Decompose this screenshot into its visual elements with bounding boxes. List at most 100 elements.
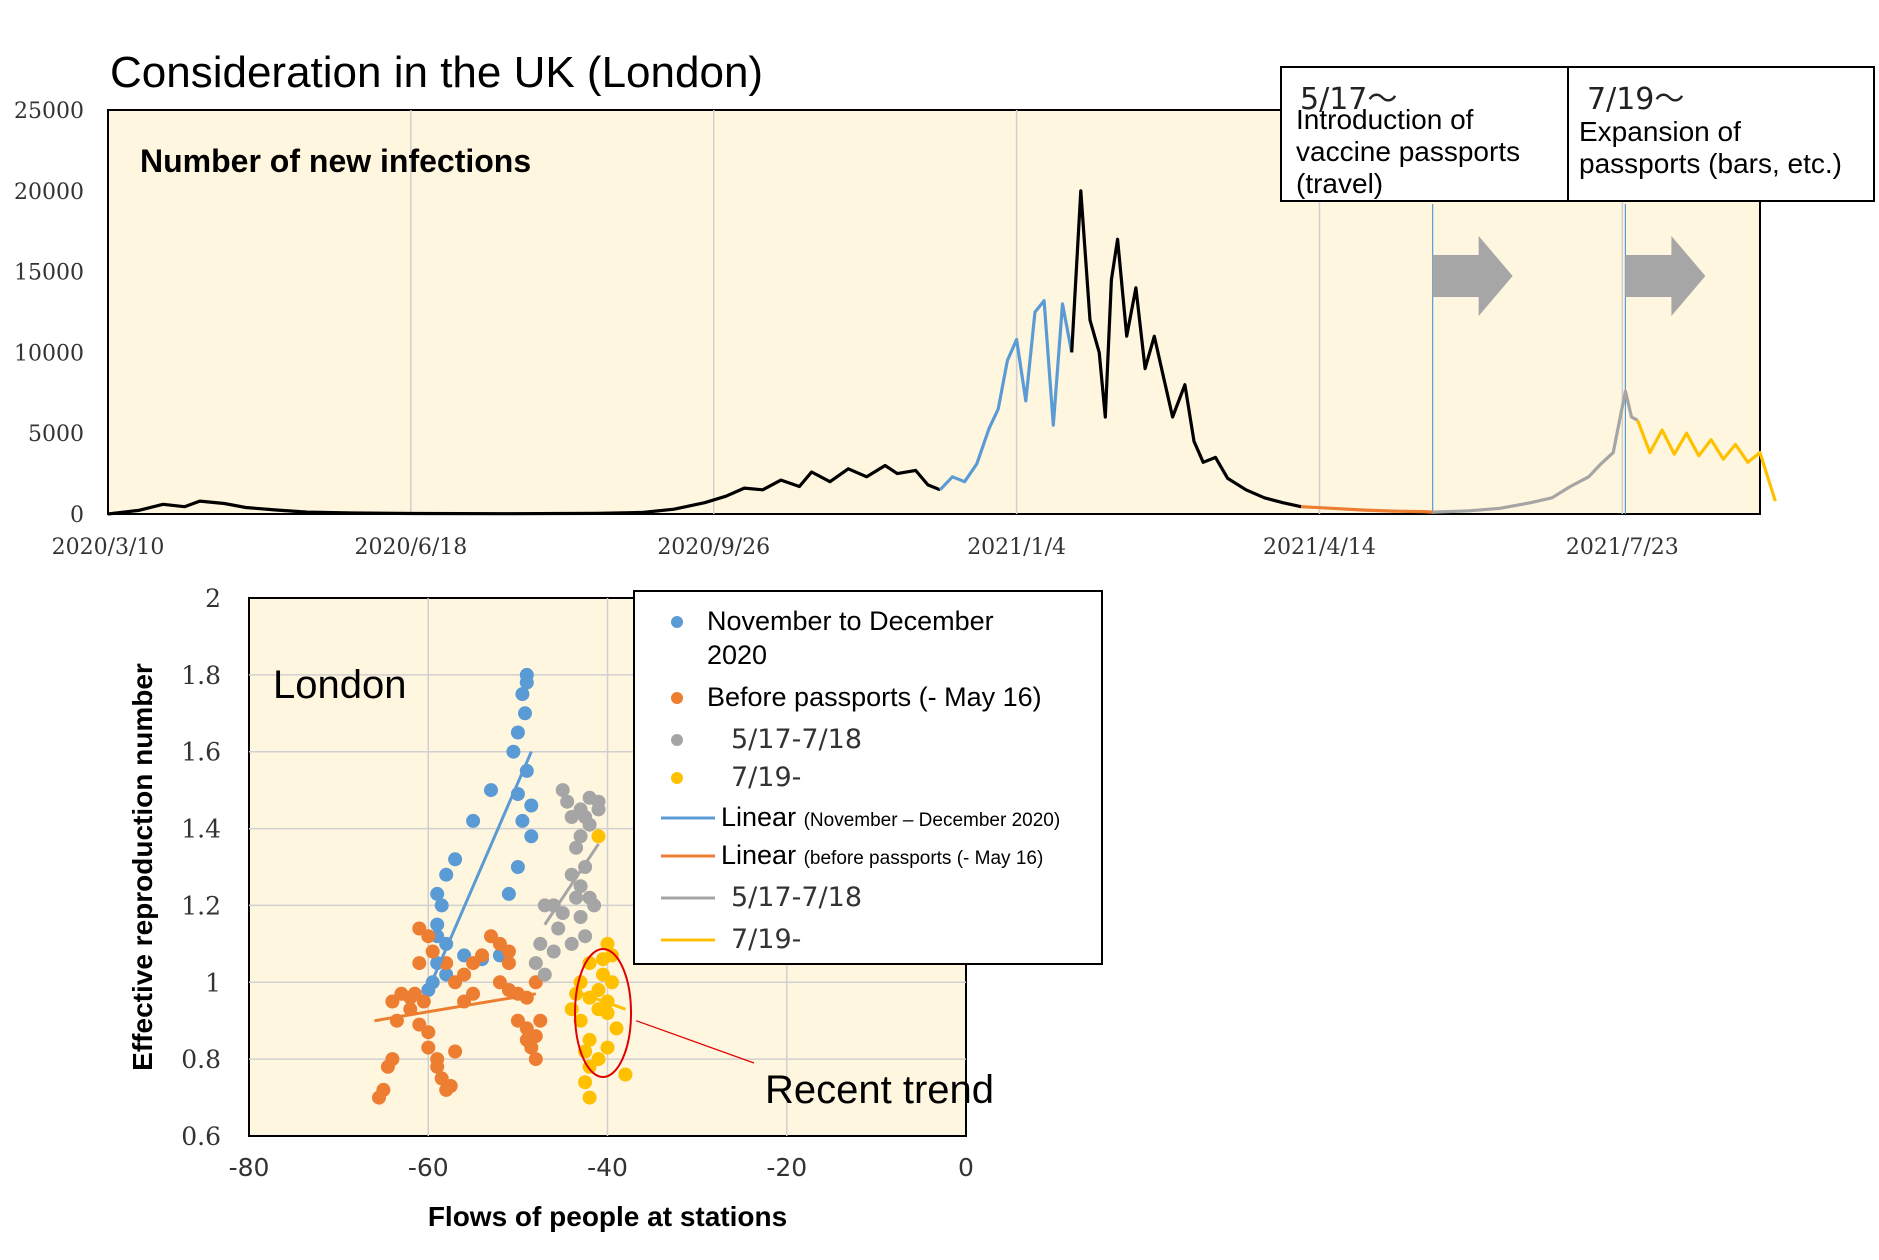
data-point [457,967,472,982]
data-point [510,725,525,740]
data-point [573,910,588,924]
arrow-shape [1432,236,1513,316]
legend-label-main: Linear [721,802,797,832]
legend-item: 7/19- [635,922,1101,958]
data-point [492,936,507,951]
legend-label: Linear (before passports (- May 16) [721,840,1043,871]
series-line [1070,189,1302,509]
data-point [518,706,532,721]
data-point [591,829,606,844]
legend-label-detail: (November – December 2020) [803,810,1061,831]
annotation-line: vaccine passports [1296,136,1521,167]
legend-item: 5/17-7/18 [635,722,1101,758]
x-tick-label: -80 [229,1153,270,1182]
data-point [569,890,584,905]
arrow-shape [1625,236,1706,316]
region-label: London [273,663,406,707]
y-tick-label: 1.6 [181,738,221,767]
annotation-line: (travel) [1296,168,1384,199]
data-point [430,1059,445,1074]
x-tick-label: 2021/1/4 [967,535,1066,560]
data-point [596,952,610,967]
x-tick-label: 0 [958,1153,974,1182]
chart-title: Number of new infections [140,143,531,179]
data-point [600,936,615,951]
data-point [528,1052,543,1067]
data-point [528,956,543,971]
y-tick-label: 2 [205,584,221,613]
legend-label: November to December [707,606,994,636]
data-point [519,990,534,1005]
legend-line [661,816,715,820]
data-point [475,948,489,963]
x-tick-label: -40 [587,1153,628,1182]
data-point [372,1090,386,1105]
data-point [555,783,570,798]
data-point [537,898,552,913]
data-point [578,929,593,944]
data-point [551,921,566,936]
legend-marker [671,734,683,746]
series-line [107,463,941,516]
data-point [407,986,422,1001]
data-point [582,956,597,971]
data-point [412,1017,427,1032]
y-axis-label: Effective reproduction number [127,663,158,1071]
scatter-legend: November to December 2020 Before passpor… [633,590,1103,965]
data-point [560,794,575,809]
x-tick-label: 2020/3/10 [52,535,165,560]
legend-label-detail: (before passports (- May 16) [803,848,1044,869]
recent-trend-label: Recent trend [765,1068,994,1112]
data-point [380,1059,395,1074]
data-point [412,956,427,971]
data-point [412,921,427,936]
data-point [430,886,445,901]
annotation-box-expanded-passports: 7/19〜 Expansion of passports (bars, etc.… [1567,66,1875,202]
x-tick-label: 2021/4/14 [1263,535,1376,560]
legend-label: 5/17-7/18 [731,724,863,755]
legend-label: 7/19- [731,924,802,955]
data-point [515,687,530,702]
data-point [591,1002,606,1017]
legend-label: 2020 [707,640,768,670]
data-point [434,898,449,913]
x-tick-label: -20 [766,1153,807,1182]
legend-line [661,854,715,858]
y-tick-label: 0 [70,503,84,528]
legend-marker [671,772,683,784]
y-tick-label: 20000 [14,180,84,205]
data-point [569,840,584,855]
data-point [578,810,593,824]
legend-item: November to December [635,604,1101,640]
data-point [573,829,588,844]
data-point [573,879,588,894]
y-tick-label: 15000 [14,261,84,286]
x-tick-label: 2021/7/23 [1566,535,1679,560]
y-tick-label: 25000 [14,99,84,124]
legend-label: Before passports (- May 16) [707,682,1042,712]
y-tick-label: 10000 [14,341,84,366]
trend-line [426,751,533,991]
data-point [528,1029,543,1044]
data-point [587,898,602,913]
data-point [564,1002,579,1017]
annotation-line: Introduction of [1296,104,1474,135]
legend-item: Linear (November – December 2020) [635,800,1101,836]
legend-marker [671,616,683,628]
series-line [1301,505,1433,514]
annotation-box-travel-passports: 5/17〜 Introduction of vaccine passports … [1280,66,1569,202]
trend-line [571,988,626,1011]
data-point [582,1090,597,1105]
data-point [510,860,525,874]
annotation-text: Expansion of passports (bars, etc.) [1579,116,1842,180]
data-point [582,1032,597,1047]
annotation-text: Introduction of vaccine passports (trave… [1296,104,1520,200]
data-point [443,1079,458,1093]
legend-label: 5/17-7/18 [731,882,863,913]
data-point [618,1067,633,1082]
y-tick-label: 1.4 [181,815,221,844]
data-point [524,1040,539,1055]
data-point [537,967,552,982]
data-point [524,829,539,844]
y-tick-label: 0.6 [181,1122,221,1151]
